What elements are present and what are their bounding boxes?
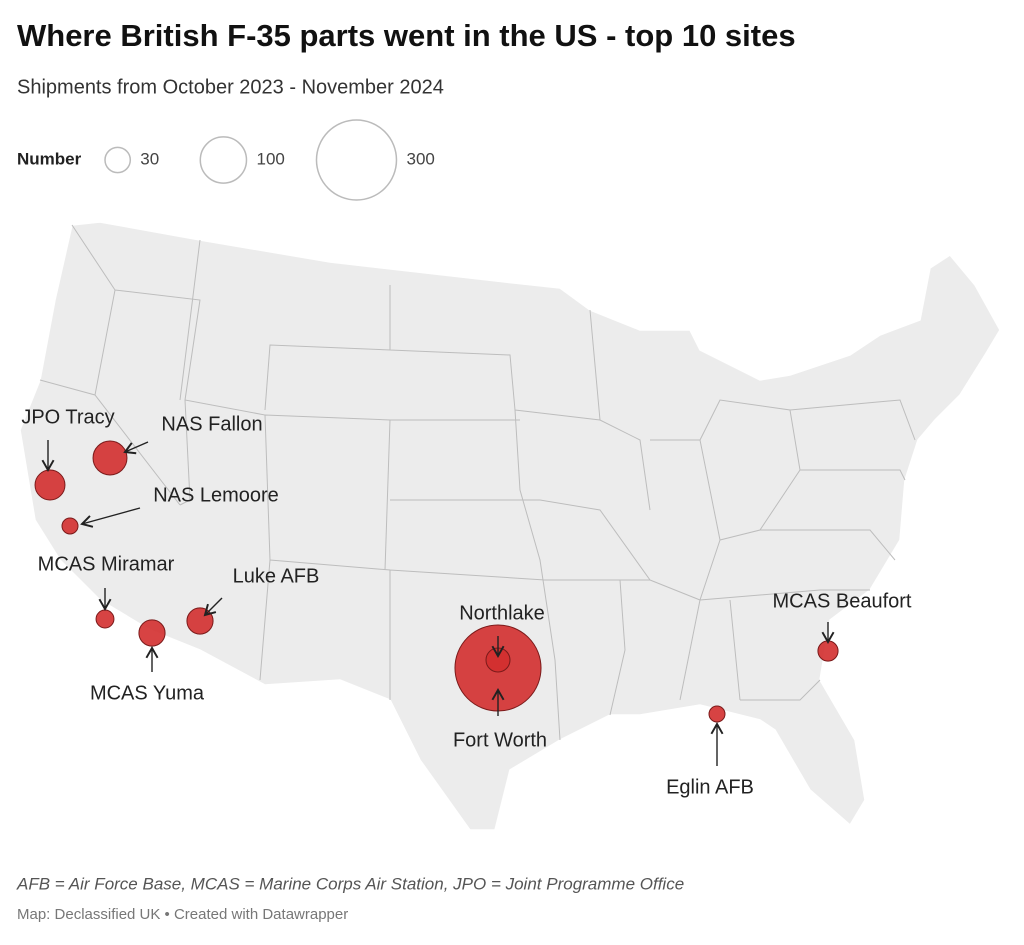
site-label: NAS Lemoore	[153, 484, 279, 506]
arrow	[123, 441, 149, 455]
legend-label: 100	[256, 149, 284, 168]
title: Where British F-35 parts went in the US …	[17, 18, 796, 53]
site-label: Eglin AFB	[666, 776, 754, 798]
site-bubble	[138, 619, 166, 647]
note: AFB = Air Force Base, MCAS = Marine Corp…	[16, 874, 684, 893]
site-label: NAS Fallon	[161, 413, 262, 435]
site-label: Northlake	[459, 602, 545, 624]
legend-circle	[104, 146, 132, 174]
source: Map: Declassified UK • Created with Data…	[17, 906, 348, 923]
site-bubble	[61, 517, 79, 535]
site-bubble	[95, 609, 115, 629]
legend-label: 300	[406, 149, 434, 168]
legend-label: 30	[140, 149, 159, 168]
site-label: MCAS Yuma	[90, 682, 205, 704]
arrow	[80, 507, 141, 528]
site-label: JPO Tracy	[21, 406, 114, 428]
site-bubble	[817, 640, 839, 662]
site-label: Fort Worth	[453, 729, 547, 751]
site-bubble	[708, 705, 726, 723]
site-bubble	[34, 469, 66, 501]
site-label: MCAS Miramar	[38, 553, 175, 575]
subtitle: Shipments from October 2023 - November 2…	[17, 76, 444, 98]
arrow	[203, 597, 223, 617]
legend-title: Number	[17, 149, 82, 168]
legend-circle	[199, 136, 248, 184]
site-bubble	[92, 440, 128, 476]
site-label: MCAS Beaufort	[773, 590, 912, 612]
site-bubble	[186, 607, 214, 635]
us-map	[19, 221, 1001, 831]
site-label: Luke AFB	[233, 565, 320, 587]
legend-circle	[315, 119, 398, 201]
